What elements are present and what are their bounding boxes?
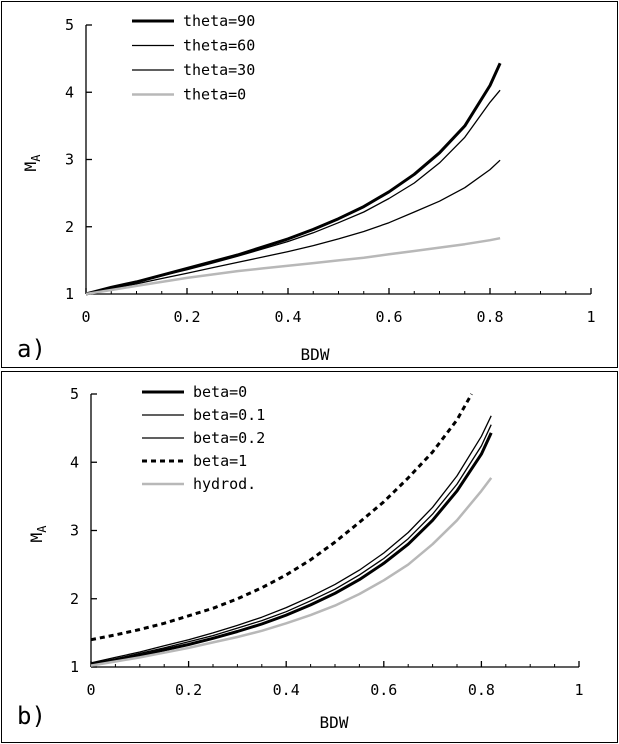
chart-b-legend-label: beta=0 [193, 383, 247, 401]
chart-a-y-tick-label: 3 [65, 151, 74, 169]
chart-a-x-tick-label: 0 [81, 308, 90, 326]
chart-b-x-tick-label: 1 [574, 681, 583, 699]
chart-a-x-tick-label: 0.4 [274, 308, 301, 326]
chart-b-panel-label: b) [17, 702, 46, 730]
chart-a-legend-label: theta=0 [183, 86, 246, 104]
chart-a-series [85, 62, 502, 296]
chart-a-x-tick-label: 1 [586, 308, 595, 326]
chart-a-ylabel-main: M [21, 162, 40, 172]
chart-a-y-tick-label: 1 [65, 285, 74, 303]
chart-a-legend-label: theta=30 [183, 61, 255, 79]
chart-b-x-tick-label: 0 [86, 681, 95, 699]
chart-b-ylabel: MA [27, 525, 49, 543]
chart-b-ylabel-main: M [27, 533, 46, 543]
chart-a-series-line [85, 159, 501, 295]
chart-a-series-line [85, 236, 501, 296]
chart-b-ylabel-sub: A [35, 525, 49, 533]
chart-b-legend-label: beta=0.2 [193, 429, 265, 447]
chart-b-y-tick-label: 2 [70, 590, 79, 608]
chart-a-xlabel: BDW [301, 345, 330, 364]
chart-panel-a: 0 0.2 0.4 0.6 0.8 1 1 2 3 4 5 theta=90 theta=60 thet… [1, 1, 618, 368]
chart-b-y-tick-label: 1 [70, 658, 79, 676]
chart-a-ylabel-sub: A [29, 154, 43, 162]
chart-a-series-line [85, 89, 501, 295]
chart-a-x-tick-label: 0.8 [476, 308, 503, 326]
chart-a-panel-label: a) [17, 335, 46, 363]
chart-a-ylabel: MA [21, 154, 43, 172]
chart-a-legend: theta=90 theta=60 theta=30 theta=0 [132, 12, 255, 104]
chart-b-legend-label: beta=0.1 [193, 406, 265, 424]
chart-a-legend-label: theta=60 [183, 37, 255, 55]
chart-b-y-tick-label: 4 [70, 453, 79, 471]
chart-b-x-tick-label: 0.6 [370, 681, 397, 699]
chart-b-series-line [90, 477, 493, 667]
chart-b-legend-label: hydrod. [193, 475, 256, 493]
chart-b-series-line [90, 432, 493, 667]
chart-b-xlabel: BDW [320, 713, 349, 732]
chart-a-x-tick-label: 0.6 [375, 308, 402, 326]
chart-a-y-tick-label: 4 [65, 83, 74, 101]
chart-a-y-tick-label: 2 [65, 218, 74, 236]
chart-a-y-tick-label: 5 [65, 16, 74, 34]
chart-a-series-line [85, 62, 502, 296]
chart-b-x-tick-label: 0.8 [468, 681, 495, 699]
chart-b-x-tick-label: 0.2 [175, 681, 202, 699]
chart-b-y-tick-label: 3 [70, 522, 79, 540]
chart-b-legend: beta=0 beta=0.1 beta=0.2 beta=1 hydrod. [142, 383, 265, 493]
chart-b-series-line [90, 393, 473, 642]
chart-b-x-tick-label: 0.4 [273, 681, 300, 699]
chart-b-legend-label: beta=1 [193, 452, 247, 470]
chart-b-series-line [90, 415, 492, 664]
chart-a-legend-label: theta=90 [183, 12, 255, 30]
chart-b-series-line [90, 424, 492, 665]
chart-a-axes: 0 0.2 0.4 0.6 0.8 1 1 2 3 4 5 [65, 16, 596, 326]
chart-panel-b: 0 0.2 0.4 0.6 0.8 1 1 2 3 4 5 beta=0 beta=0.1 beta=0… [1, 371, 618, 743]
chart-b-y-tick-label: 5 [70, 385, 79, 403]
chart-b-axes: 0 0.2 0.4 0.6 0.8 1 1 2 3 4 5 [70, 385, 584, 699]
chart-b-series [90, 393, 493, 667]
chart-a-x-tick-label: 0.2 [173, 308, 200, 326]
